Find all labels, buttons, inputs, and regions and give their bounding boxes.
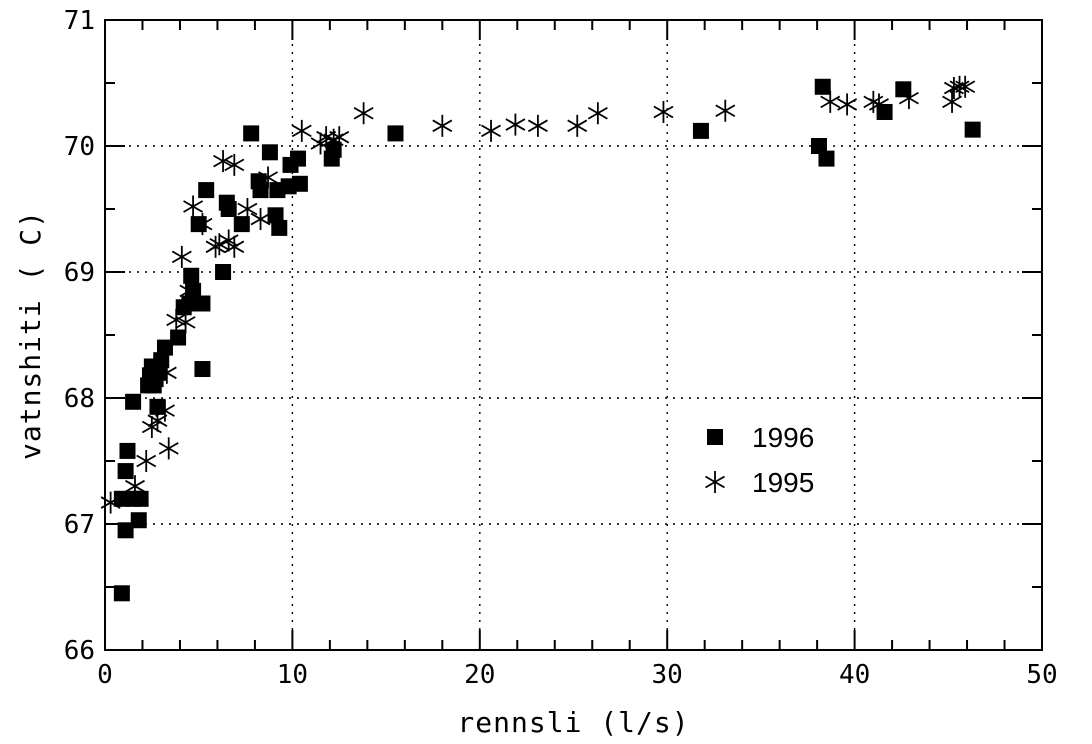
plot-frame [104,19,1043,651]
point-1996 [252,182,269,199]
point-1996 [215,264,232,280]
x-tick-label: 50 [1026,660,1057,690]
point-1996 [814,78,831,95]
point-1996 [119,442,136,459]
point-1995 [192,213,213,236]
point-1996 [387,125,404,142]
point-1996 [125,393,142,410]
tick-labels: 0 10 20 30 40 50 66 67 68 69 70 71 [64,6,1058,690]
point-1995 [353,102,374,125]
point-1995 [136,450,157,472]
legend-label-1996: 1996 [752,422,814,453]
y-tick-label: 69 [64,258,95,288]
point-1996 [194,295,211,312]
legend-marker-1995 [705,471,725,493]
x-tick-label: 40 [839,660,870,690]
point-1995 [154,399,175,422]
y-tick-label: 68 [64,384,95,414]
series-1996 [113,78,981,602]
point-1995 [955,75,976,98]
point-1996 [261,144,278,161]
point-1995 [100,491,121,514]
point-1995 [837,93,858,116]
point-1995 [171,245,192,268]
point-1996 [170,329,187,346]
point-1995 [209,233,230,256]
point-1996 [194,361,211,378]
point-1996 [291,175,308,192]
point-1996 [132,490,149,507]
point-1996 [153,352,170,369]
legend-label-1995: 1995 [752,467,814,498]
point-1995 [868,93,889,116]
x-tick-label: 30 [652,660,683,690]
point-1995 [567,114,588,137]
y-tick-label: 67 [64,510,95,540]
point-1995 [213,150,234,173]
point-1996 [818,150,835,167]
point-1996 [692,122,709,139]
point-1996 [290,150,307,167]
point-1995 [237,198,258,220]
point-1995 [505,113,526,136]
legend-marker-1996 [707,429,723,445]
point-1995 [715,99,736,122]
y-tick-label: 71 [64,6,95,36]
point-1995 [183,195,204,218]
x-tick-label: 10 [277,660,308,690]
y-axis-title: vatnshiti ( C) [14,210,47,460]
point-1995 [481,119,502,142]
point-1995 [175,311,196,334]
point-1995 [942,90,963,113]
point-1995 [329,126,350,149]
point-1996 [220,201,237,217]
point-1996 [151,364,168,381]
y-tick-label: 70 [64,132,95,162]
y-tick-label: 66 [64,636,95,666]
point-1996 [243,125,260,142]
point-1996 [183,267,200,284]
point-1995 [250,208,271,231]
point-1995 [898,87,919,110]
point-1996 [876,103,893,120]
x-tick-label: 0 [97,660,113,690]
point-1996 [810,138,827,154]
point-1996 [113,585,130,602]
point-1995 [125,475,145,498]
point-1996 [130,512,147,529]
point-1995 [224,153,245,176]
point-1995 [653,100,674,123]
series-1995 [100,75,976,514]
point-1995 [179,279,200,302]
legend: 1996 1995 [705,422,814,498]
x-axis-title: rennsli (l/s) [457,706,689,739]
point-1996 [271,219,288,236]
axis-ticks [104,19,1043,651]
point-1995 [432,114,453,137]
point-1995 [156,361,177,384]
grid-lines [105,20,1042,650]
point-1995 [147,409,168,432]
x-tick-label: 20 [464,660,495,690]
point-1995 [224,235,245,258]
point-1996 [181,295,198,312]
point-1996 [964,121,981,138]
point-1995 [158,437,179,460]
point-1996 [117,522,134,539]
point-1996 [198,182,215,199]
data-points [100,75,981,602]
point-1995 [258,166,279,189]
point-1996 [117,463,134,480]
point-1995 [527,114,548,137]
point-1996 [233,216,250,233]
point-1996 [156,339,173,356]
point-1996 [267,207,284,224]
point-1995 [291,119,312,142]
point-1995 [587,102,608,125]
point-1995 [820,90,841,113]
